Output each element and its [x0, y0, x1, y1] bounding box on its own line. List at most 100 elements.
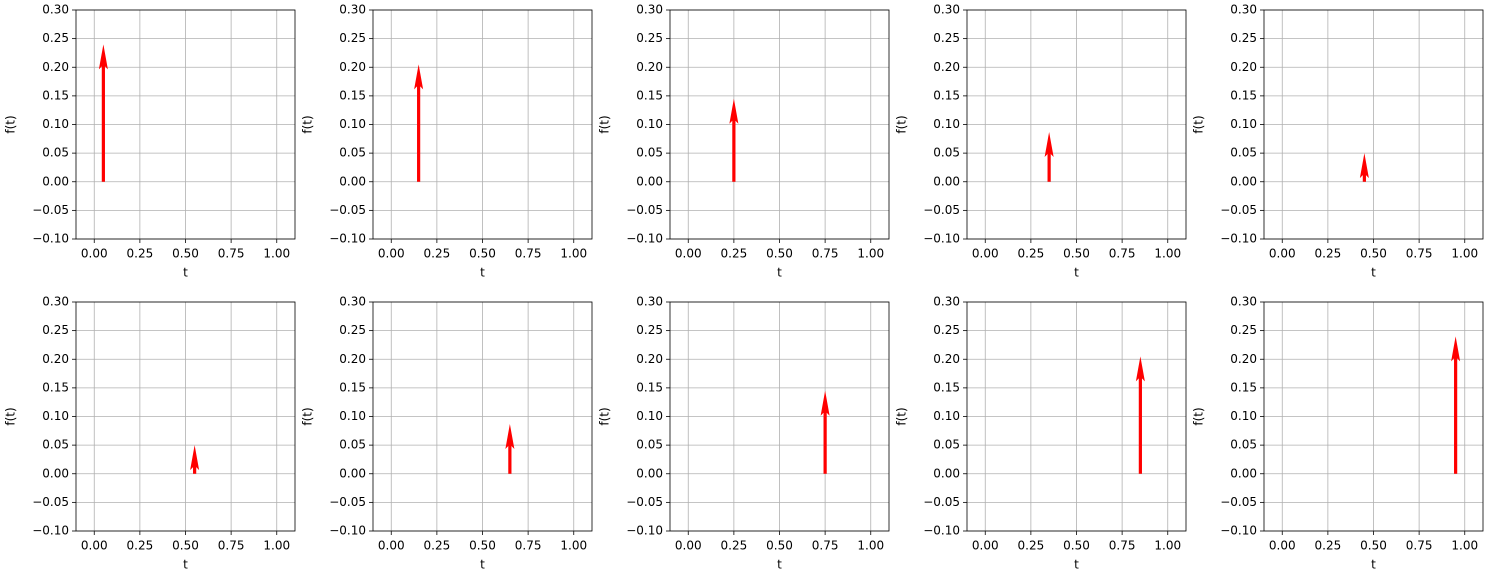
- x-tick-label: 0.25: [1315, 247, 1342, 261]
- y-tick-label: 0.05: [636, 438, 663, 452]
- x-axis-label: t: [1074, 266, 1079, 280]
- y-tick-label: 0.00: [933, 174, 960, 188]
- y-axis-label: f(t): [4, 115, 18, 133]
- x-tick-label: 1.00: [1451, 247, 1478, 261]
- x-tick-label: 0.00: [1269, 247, 1296, 261]
- y-tick-label: 0.10: [339, 409, 366, 423]
- axes-frame: [669, 9, 890, 240]
- x-tick-label: 0.50: [1360, 539, 1387, 553]
- axes-frame: [669, 301, 890, 532]
- y-tick-label: 0.15: [42, 380, 69, 394]
- y-tick-label: 0.10: [933, 409, 960, 423]
- x-axis-label: t: [183, 266, 188, 280]
- arrow: [414, 64, 424, 182]
- x-tick-label: 0.50: [469, 247, 496, 261]
- y-tick-label: 0.20: [636, 352, 663, 366]
- y-tick-label: 0.05: [42, 438, 69, 452]
- y-tick-label: 0.15: [933, 88, 960, 102]
- y-tick-label: −0.10: [1220, 524, 1257, 538]
- arrow: [98, 44, 108, 182]
- arrow: [190, 445, 200, 474]
- y-tick-label: 0.30: [42, 3, 69, 17]
- y-tick-label: 0.00: [339, 174, 366, 188]
- x-tick-label: 1.00: [1154, 247, 1181, 261]
- x-tick-label: 1.00: [263, 247, 290, 261]
- y-tick-label: −0.10: [626, 524, 663, 538]
- x-tick-label: 0.25: [424, 247, 451, 261]
- y-tick-label: 0.25: [42, 323, 69, 337]
- y-tick-label: 0.05: [339, 146, 366, 160]
- y-tick-label: 0.05: [933, 146, 960, 160]
- x-tick-label: 0.75: [1406, 539, 1433, 553]
- y-tick-label: 0.20: [1230, 60, 1257, 74]
- y-tick-label: 0.05: [1230, 146, 1257, 160]
- x-tick-label: 1.00: [263, 539, 290, 553]
- y-tick-label: 0.20: [339, 60, 366, 74]
- x-tick-label: 1.00: [857, 539, 884, 553]
- y-tick-label: −0.10: [1220, 232, 1257, 246]
- x-tick-label: 0.50: [172, 247, 199, 261]
- y-tick-label: −0.05: [923, 203, 960, 217]
- y-axis-label: f(t): [301, 115, 315, 133]
- x-tick-label: 0.00: [1269, 539, 1296, 553]
- x-tick-label: 0.75: [1109, 539, 1136, 553]
- y-axis-label: f(t): [895, 407, 909, 425]
- x-tick-label: 0.00: [378, 539, 405, 553]
- arrow: [1451, 336, 1461, 474]
- x-axis-label: t: [1074, 558, 1079, 572]
- y-tick-label: −0.10: [329, 232, 366, 246]
- y-tick-label: 0.30: [1230, 295, 1257, 309]
- x-tick-label: 0.75: [812, 539, 839, 553]
- y-tick-label: 0.00: [339, 466, 366, 480]
- x-tick-label: 0.50: [1063, 247, 1090, 261]
- y-tick-label: 0.20: [636, 60, 663, 74]
- y-tick-label: 0.25: [636, 323, 663, 337]
- y-tick-label: 0.10: [42, 117, 69, 131]
- y-tick-label: 0.00: [636, 174, 663, 188]
- y-tick-label: 0.05: [42, 146, 69, 160]
- y-tick-label: −0.05: [1220, 203, 1257, 217]
- y-tick-label: 0.15: [1230, 380, 1257, 394]
- y-tick-label: 0.00: [933, 466, 960, 480]
- y-tick-label: 0.10: [42, 409, 69, 423]
- y-tick-label: 0.25: [933, 31, 960, 45]
- x-tick-label: 0.25: [721, 539, 748, 553]
- y-tick-label: 0.15: [933, 380, 960, 394]
- x-tick-label: 1.00: [1154, 539, 1181, 553]
- x-tick-label: 0.50: [1063, 539, 1090, 553]
- y-tick-label: 0.10: [339, 117, 366, 131]
- x-tick-label: 0.25: [1018, 539, 1045, 553]
- y-tick-label: 0.20: [42, 352, 69, 366]
- y-tick-label: 0.30: [933, 295, 960, 309]
- y-tick-label: 0.15: [42, 88, 69, 102]
- y-tick-label: 0.30: [339, 3, 366, 17]
- y-tick-label: −0.10: [923, 524, 960, 538]
- y-tick-label: 0.30: [1230, 3, 1257, 17]
- axes-frame: [75, 301, 296, 532]
- y-tick-label: −0.05: [32, 203, 69, 217]
- y-tick-label: 0.25: [339, 323, 366, 337]
- y-tick-label: 0.25: [1230, 323, 1257, 337]
- y-tick-label: 0.10: [1230, 117, 1257, 131]
- y-tick-label: 0.15: [339, 380, 366, 394]
- y-axis-label: f(t): [301, 407, 315, 425]
- arrow: [1359, 153, 1369, 182]
- x-tick-label: 1.00: [1451, 539, 1478, 553]
- y-tick-label: 0.10: [636, 409, 663, 423]
- x-tick-label: 0.00: [972, 247, 999, 261]
- y-tick-label: 0.15: [1230, 88, 1257, 102]
- y-tick-label: 0.25: [636, 31, 663, 45]
- y-tick-label: −0.10: [32, 232, 69, 246]
- y-tick-label: 0.20: [933, 60, 960, 74]
- y-axis-label: f(t): [1192, 407, 1206, 425]
- arrow: [1044, 131, 1054, 182]
- axes-frame: [966, 301, 1187, 532]
- y-axis-label: f(t): [598, 115, 612, 133]
- y-tick-label: 0.00: [42, 466, 69, 480]
- arrow: [505, 423, 515, 474]
- y-tick-label: −0.05: [329, 495, 366, 509]
- x-tick-label: 0.25: [127, 539, 154, 553]
- x-tick-label: 0.00: [81, 539, 108, 553]
- y-tick-label: 0.15: [339, 88, 366, 102]
- axes-frame: [75, 9, 296, 240]
